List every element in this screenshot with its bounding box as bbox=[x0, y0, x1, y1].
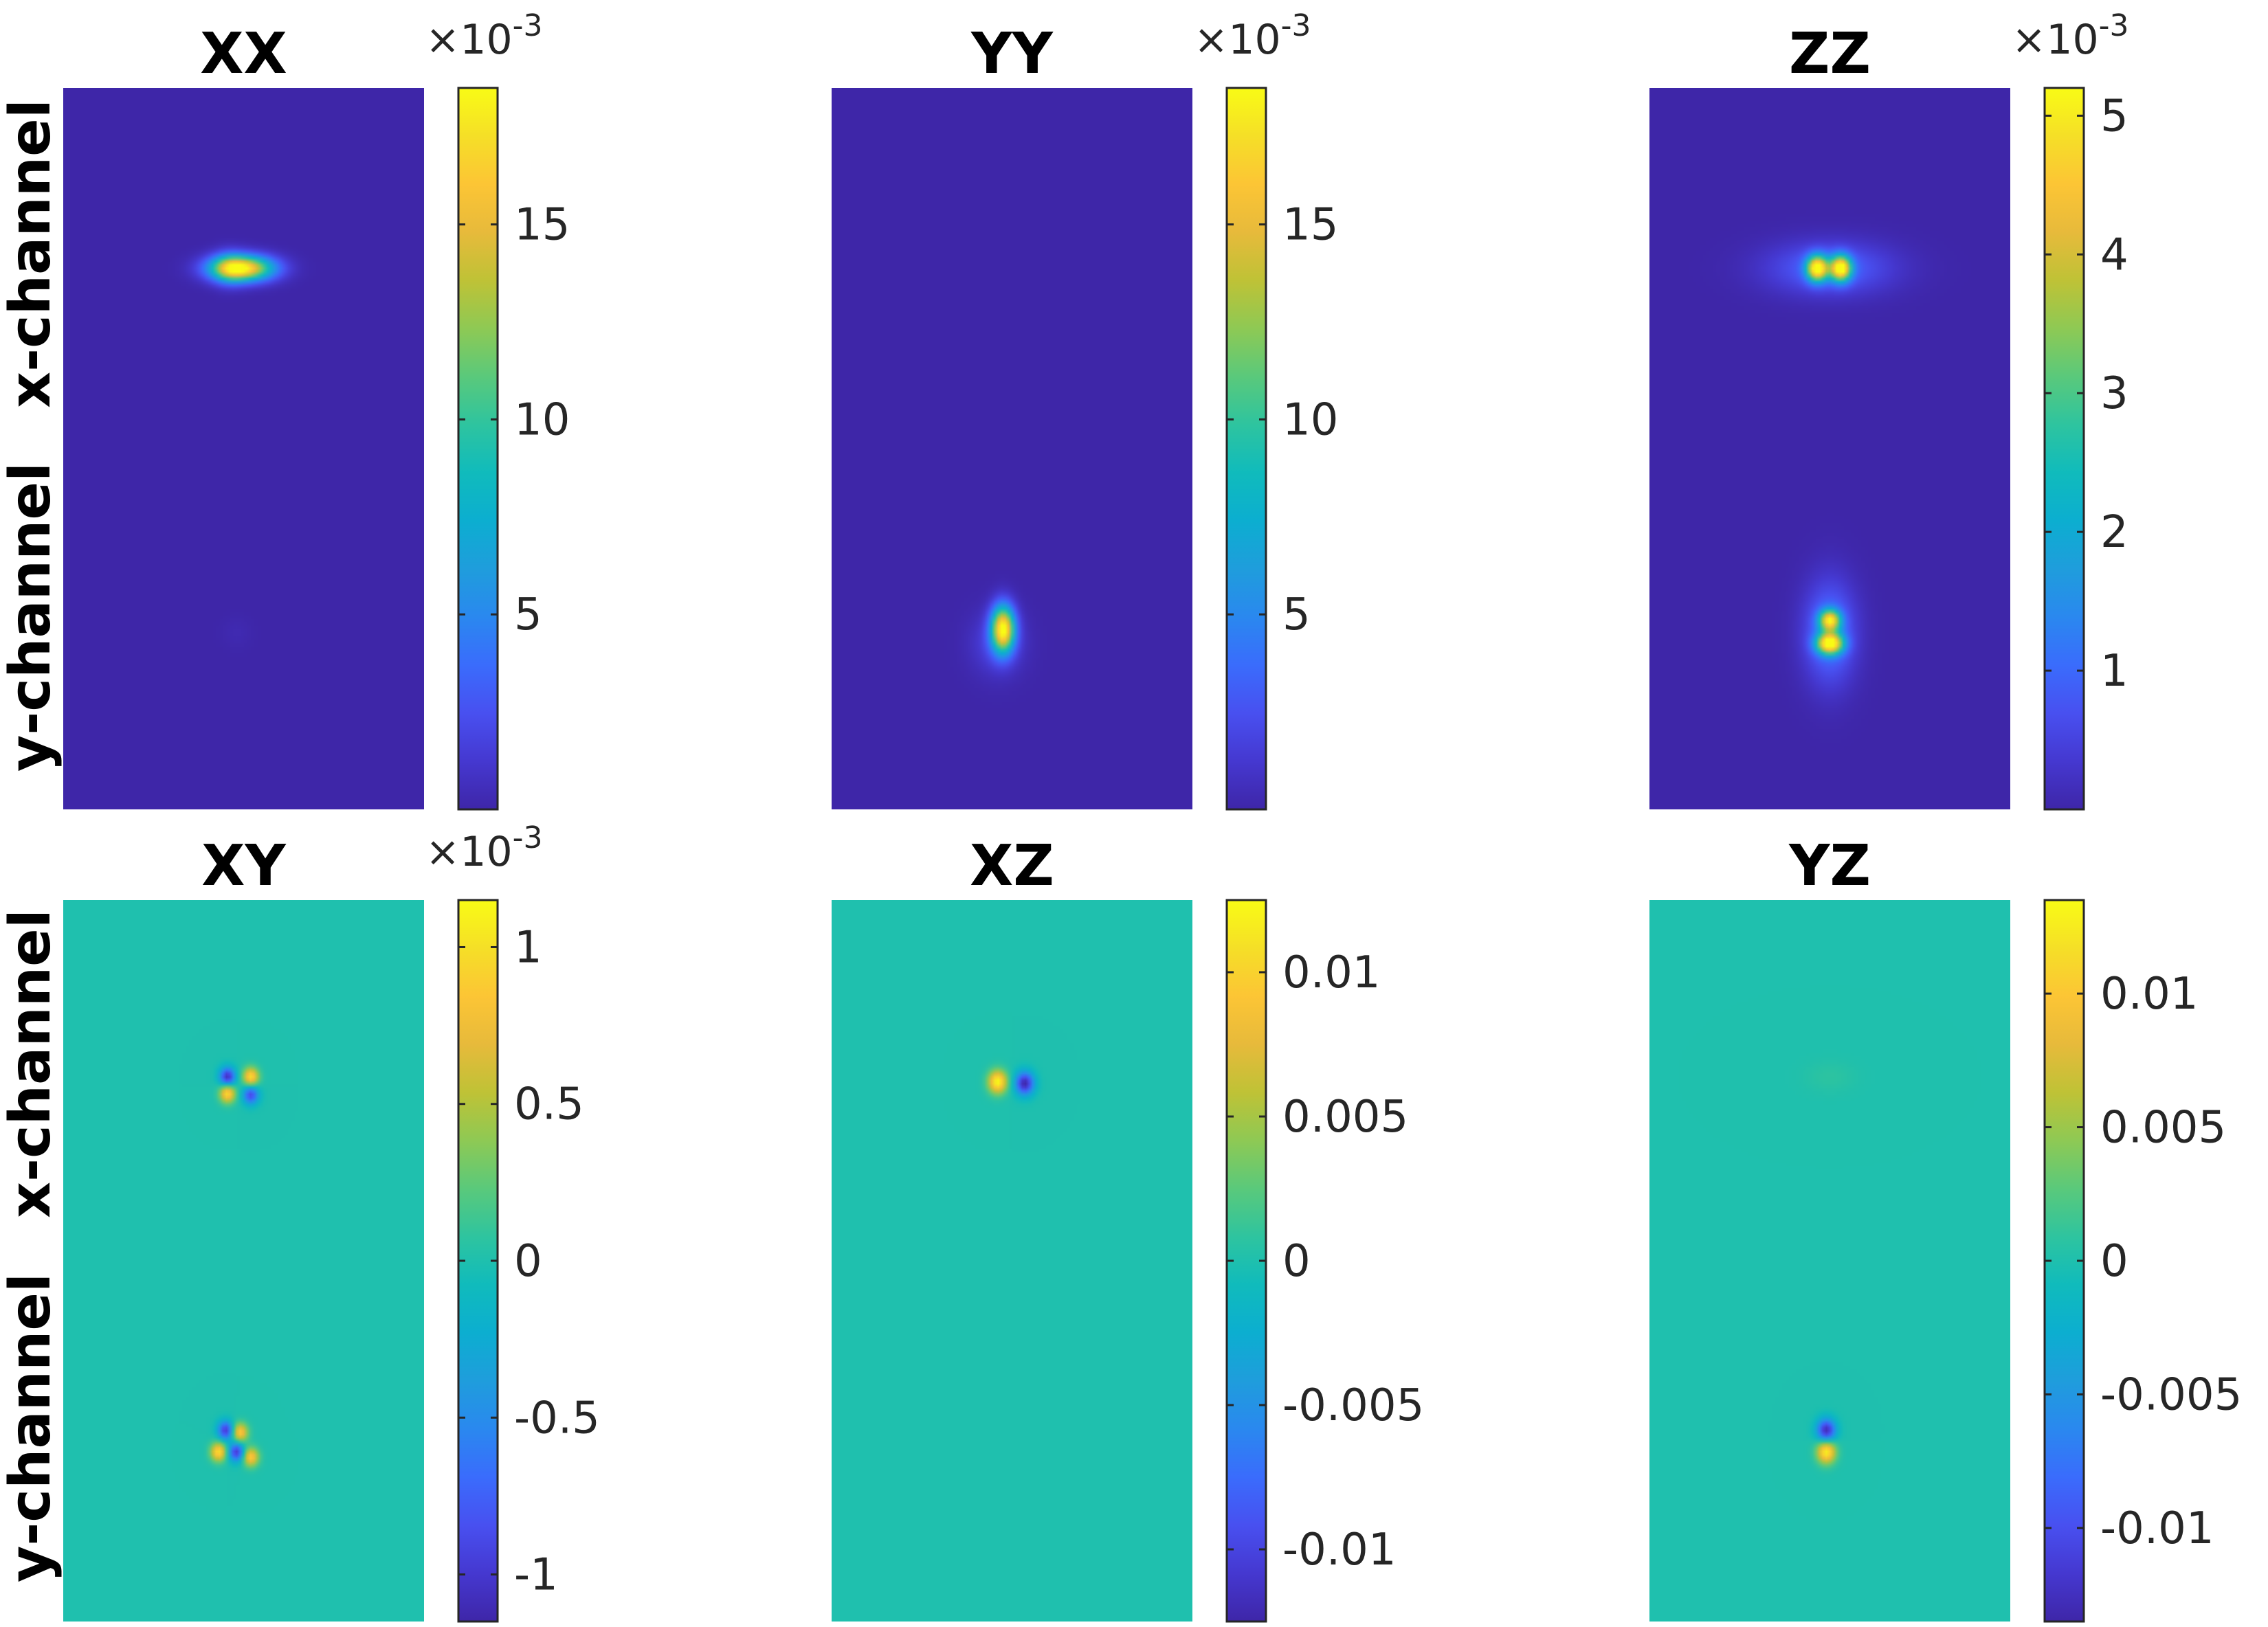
colorbar-tick-label: 5 bbox=[2100, 91, 2128, 142]
colorbar-tick-label: 5 bbox=[1282, 590, 1311, 640]
panel-title-xy: XY bbox=[201, 833, 287, 899]
heatmap-zz bbox=[1649, 88, 2010, 809]
colorbar-tick-label: 3 bbox=[2100, 368, 2128, 419]
multiplier-exponent: -3 bbox=[513, 820, 543, 855]
multiplier-base: ×10 bbox=[425, 828, 513, 876]
colorbar-tick-label: 0.005 bbox=[1282, 1092, 1408, 1143]
colorbar-tick-label: 10 bbox=[514, 394, 570, 445]
panel-yy: YY 5 10 15 ×10-3 bbox=[832, 8, 1338, 811]
colorbar-tick-label: 1 bbox=[514, 922, 542, 973]
colorbar-yy bbox=[1225, 87, 1267, 811]
panel-title-zz: ZZ bbox=[1789, 21, 1871, 87]
colorbar-tick-label: -0.005 bbox=[1282, 1380, 1424, 1431]
colorbar-tick-label: 0 bbox=[2100, 1236, 2128, 1287]
panel-title-yz: YZ bbox=[1788, 833, 1871, 899]
multiplier-exponent: -3 bbox=[1281, 8, 1311, 43]
colorbar-tick-label: 4 bbox=[2100, 229, 2128, 280]
colorbar-tick-label: -0.01 bbox=[2100, 1503, 2214, 1554]
multiplier-exponent: -3 bbox=[513, 8, 543, 43]
panel-title-xz: XZ bbox=[970, 833, 1054, 899]
panel-title-xx: XX bbox=[200, 21, 287, 87]
colorbar-tick-label: -0.005 bbox=[2100, 1369, 2242, 1420]
colorbar-tick-label: 1 bbox=[2100, 646, 2128, 697]
colorbar-tick-label: 0.01 bbox=[2100, 969, 2199, 1020]
colorbar-tick-label: -0.5 bbox=[514, 1393, 600, 1444]
panel-xy: XY-1-0.500.51×10-3 bbox=[63, 820, 600, 1623]
multiplier-exponent: -3 bbox=[2099, 8, 2129, 43]
panel-xx: XX 5 10 15 ×10-3 bbox=[63, 8, 570, 811]
row-label-y-channel-top: y-channel bbox=[0, 462, 63, 772]
colorbar-zz bbox=[2043, 87, 2085, 811]
colorbar-tick-label: -0.01 bbox=[1282, 1525, 1397, 1575]
multiplier-base: ×10 bbox=[2012, 16, 2099, 64]
multiplier-base: ×10 bbox=[1194, 16, 1281, 64]
multiplier-base: ×10 bbox=[425, 16, 513, 64]
colorbar-tick-label: 5 bbox=[514, 590, 542, 640]
row-label-y-channel-bottom: y-channel bbox=[0, 1273, 63, 1582]
colorbar-tick-label: 0.01 bbox=[1282, 947, 1381, 998]
colorbar-tick-label: 0.005 bbox=[2100, 1103, 2226, 1154]
row-label-x-channel-bottom: x-channel bbox=[0, 909, 63, 1218]
heatmap-yy bbox=[832, 88, 1192, 809]
colorbar-tick-label: 0 bbox=[514, 1236, 542, 1287]
colorbar-tick-label: 15 bbox=[1282, 200, 1338, 251]
heatmap-yz bbox=[1649, 900, 2010, 1622]
panel-title-yy: YY bbox=[970, 21, 1054, 87]
colorbar-multiplier-xy: ×10-3 bbox=[425, 820, 543, 876]
heatmap-xz bbox=[832, 900, 1192, 1622]
panel-yz: YZ -0.01 -0.005 0 0.005 0.01 bbox=[1649, 833, 2242, 1623]
colorbar-tick-label: 10 bbox=[1282, 394, 1338, 445]
colorbar-tick-label: 0 bbox=[1282, 1236, 1311, 1287]
heatmap-xx bbox=[63, 88, 424, 809]
colorbar-xx bbox=[457, 87, 499, 811]
colorbar-multiplier-zz: ×10-3 bbox=[2012, 8, 2129, 64]
colorbar-tick-label: 15 bbox=[514, 200, 570, 251]
colorbar-tick-label: 0.5 bbox=[514, 1079, 584, 1130]
row-labels: x-channel y-channel x-channel y-channel bbox=[0, 99, 63, 1582]
row-label-x-channel-top: x-channel bbox=[0, 99, 63, 408]
colorbar-multiplier-xx: ×10-3 bbox=[425, 8, 543, 64]
panel-xz: XZ -0.01 -0.005 0 0.005 0.01 bbox=[832, 833, 1424, 1623]
colorbar-tick-label: 2 bbox=[2100, 507, 2128, 558]
heatmap-xy bbox=[63, 900, 424, 1622]
colorbar-multiplier-yy: ×10-3 bbox=[1194, 8, 1311, 64]
colorbar-tick-label: -1 bbox=[514, 1550, 558, 1601]
